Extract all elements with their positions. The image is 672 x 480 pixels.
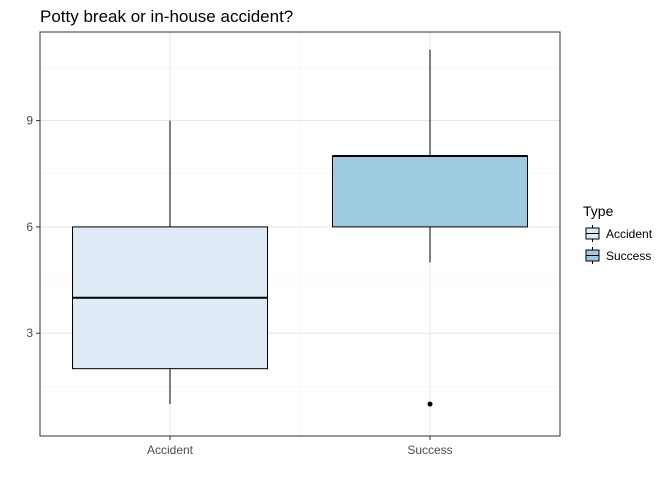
legend-item-accident: Accident (585, 225, 653, 242)
legend-title: Type (583, 203, 614, 219)
outlier-point (427, 401, 433, 407)
box-accident (72, 120, 268, 405)
y-tick-label: 3 (26, 326, 33, 340)
x-tick-label: Accident (147, 443, 194, 457)
chart-title: Potty break or in-house accident? (40, 7, 293, 26)
y-tick-label: 9 (26, 114, 33, 128)
box-success (332, 49, 528, 407)
box-iqr (332, 155, 528, 228)
x-tick-label: Success (407, 443, 452, 457)
y-tick-label: 6 (26, 220, 33, 234)
legend-label: Success (606, 249, 651, 263)
legend-label: Accident (606, 227, 653, 241)
legend: Type Accident Success (583, 203, 653, 264)
legend-item-success: Success (585, 247, 651, 264)
plot-panel-border (39, 31, 561, 437)
boxes-layer (72, 49, 528, 407)
axes-layer: 3 6 9 Accident Success (26, 114, 452, 457)
